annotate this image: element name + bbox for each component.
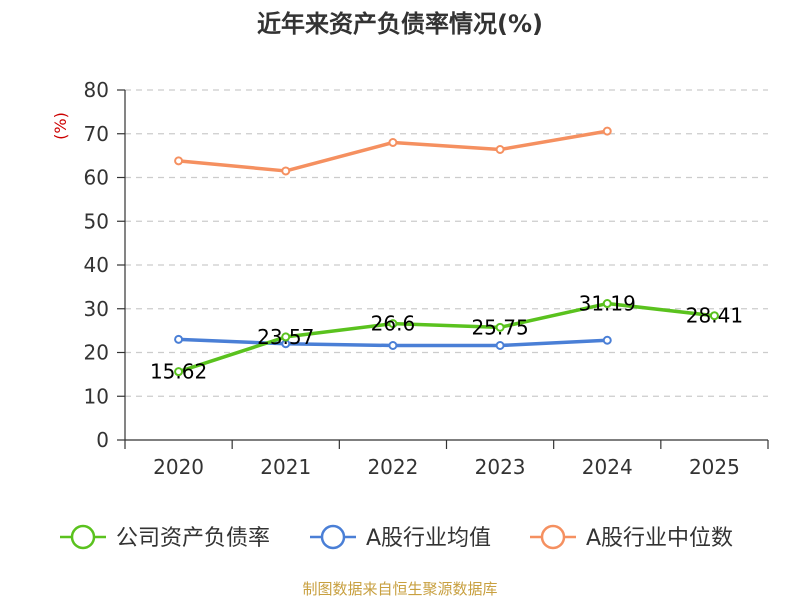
data-label: 28.41: [686, 304, 743, 328]
data-labels: 15.62 23.57 26.6 25.75 31.19 28.41: [150, 292, 743, 384]
data-point: [174, 334, 184, 344]
chart-title: 近年来资产负债率情况(%): [257, 10, 543, 38]
x-tick-label: 2025: [689, 455, 740, 479]
data-point: [602, 299, 612, 309]
y-tick-label: 10: [84, 384, 109, 408]
x-tick-label: 2021: [260, 455, 311, 479]
source-note: 制图数据来自恒生聚源数据库: [302, 580, 497, 598]
data-point: [602, 126, 612, 136]
y-axis-unit-label: (%): [51, 112, 70, 140]
series-line: [178, 129, 608, 173]
x-tick-label: 2024: [582, 455, 633, 479]
data-point: [602, 335, 612, 345]
series-line: [178, 301, 715, 374]
legend-marker: [320, 524, 346, 550]
data-label: 15.62: [150, 360, 207, 384]
y-tick-label: 30: [84, 297, 109, 321]
legend-label: A股行业均值: [366, 526, 491, 551]
x-tick-label: 2023: [475, 455, 526, 479]
x-tick-label: 2020: [153, 455, 204, 479]
x-tick-label: 2022: [367, 455, 418, 479]
data-label: 25.75: [471, 315, 528, 339]
y-tick-label: 50: [84, 209, 109, 233]
y-tick-label: 40: [84, 253, 109, 277]
data-point: [281, 166, 291, 176]
y-tick-label: 70: [84, 122, 109, 146]
data-label: 31.19: [579, 292, 636, 316]
data-point: [174, 156, 184, 166]
series-group: [174, 126, 719, 377]
data-point: [388, 319, 398, 329]
data-point: [495, 145, 505, 154]
data-point: [495, 341, 505, 350]
legend: 公司资产负债率 A股行业均值 A股行业中位数: [60, 524, 733, 551]
data-point: [388, 341, 398, 350]
y-tick-label: 20: [84, 341, 109, 365]
y-tick-label: 0: [96, 428, 109, 452]
data-label: 26.6: [371, 312, 416, 336]
x-axis-ticks: 2020 2021 2022 2023 2024 2025: [124, 440, 769, 479]
y-tick-label: 60: [84, 166, 109, 190]
grid-lines: [125, 89, 768, 397]
legend-marker: [70, 524, 96, 550]
legend-label: A股行业中位数: [586, 526, 733, 551]
data-point: [281, 332, 291, 342]
legend-label: 公司资产负债率: [116, 526, 270, 551]
y-tick-label: 80: [84, 78, 109, 102]
data-point: [388, 138, 398, 147]
data-point: [709, 311, 719, 321]
data-point: [495, 322, 505, 332]
legend-marker: [540, 524, 566, 550]
data-point: [174, 367, 184, 377]
y-axis-ticks: 0 10 20 30 40 50 60 70 80: [84, 78, 125, 452]
data-label: 23.57: [257, 325, 314, 349]
